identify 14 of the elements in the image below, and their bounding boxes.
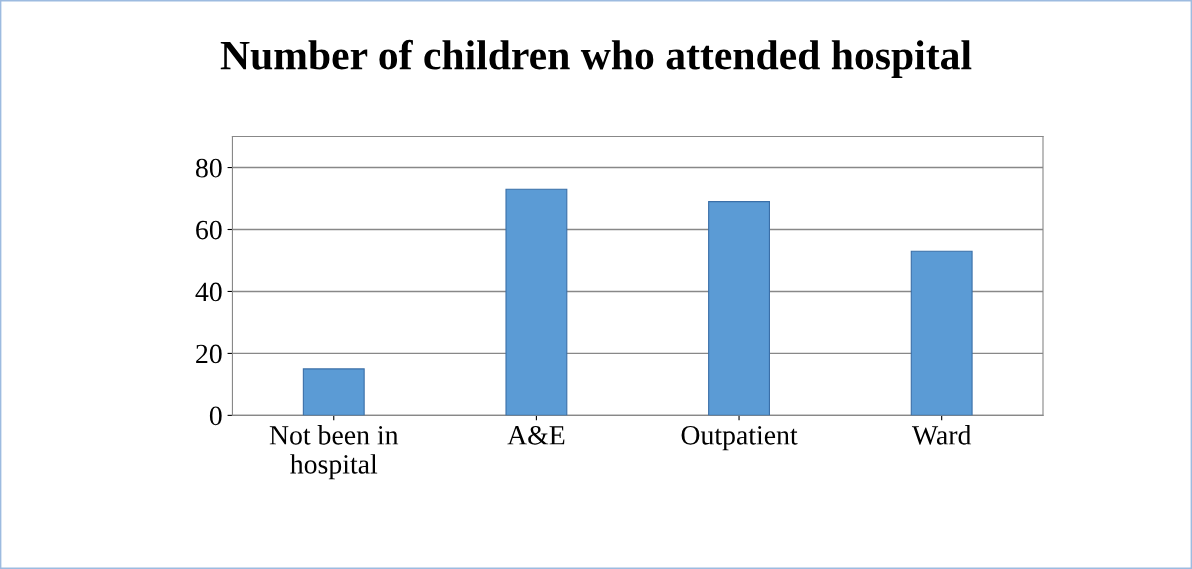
y-tick-label: 20 <box>196 344 222 364</box>
y-tick-label: 80 <box>196 158 222 178</box>
chart-title: Number of children who attended hospital <box>220 39 972 79</box>
bar <box>910 250 973 416</box>
bar <box>505 188 568 416</box>
bar <box>708 201 770 416</box>
x-tick-label: Not been in hospital <box>269 425 399 480</box>
y-tick-label: 40 <box>195 282 222 302</box>
bar <box>302 368 365 416</box>
x-tick-label: Ward <box>911 425 972 445</box>
y-tick-label: 0 <box>209 406 222 426</box>
y-tick-label: 60 <box>196 220 222 240</box>
x-tick-label: A&E <box>507 425 565 445</box>
x-tick-label: Outpatient <box>681 425 798 451</box>
